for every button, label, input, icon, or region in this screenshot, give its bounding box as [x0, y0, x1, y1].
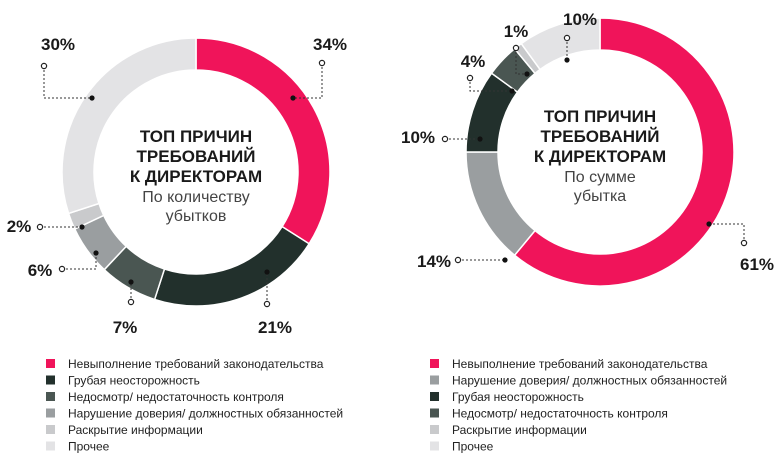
leader-line	[469, 78, 512, 92]
leader-end-dot	[509, 88, 515, 94]
leader-end-dot	[93, 250, 99, 256]
chart-subtitle-line: убытков	[166, 208, 227, 225]
leader-start-dot	[40, 62, 48, 70]
leader-start-dot	[512, 44, 520, 52]
leader-start-dot	[127, 298, 135, 306]
chart-title-line: ТОП ПРИЧИН	[140, 127, 252, 146]
legend-item: Недосмотр/ недостаточность контроля	[452, 407, 668, 421]
leader-end-dot	[524, 71, 530, 77]
legend-swatch	[46, 408, 55, 418]
leader-end-dot	[290, 95, 296, 101]
leader-start-dot	[58, 265, 66, 273]
legend-swatch	[430, 441, 439, 451]
leader-start-dot	[263, 300, 271, 308]
legend-item: Прочее	[68, 440, 110, 454]
legend-swatch	[46, 392, 55, 401]
legend-swatch	[430, 408, 439, 418]
legend-item: Нарушение доверия/ должностных обязаннос…	[68, 407, 343, 421]
chart-subtitle-line: По количеству	[142, 189, 250, 206]
data-label: 6%	[28, 261, 53, 280]
data-label: 14%	[417, 252, 451, 271]
chart-subtitle-line: убытка	[574, 188, 627, 205]
leader-start-dot	[36, 223, 44, 231]
leader-line	[43, 66, 92, 99]
leader-end-dot	[706, 221, 712, 227]
legend-swatch	[46, 425, 55, 434]
legend-item: Невыполнение требований законодательства	[68, 357, 324, 371]
donut-slice	[61, 37, 197, 215]
legend-swatch	[46, 359, 55, 368]
leader-end-dot	[564, 57, 570, 63]
leader-end-dot	[89, 95, 95, 101]
legend-swatch	[46, 441, 55, 451]
data-label: 4%	[461, 52, 486, 71]
leader-start-dot	[441, 135, 449, 143]
leader-start-dot	[563, 34, 571, 42]
legend-item: Грубая неосторожность	[452, 390, 584, 404]
leader-line	[709, 223, 745, 243]
legend-swatch	[430, 359, 439, 368]
donut-slice	[153, 225, 311, 307]
leader-end-dot	[79, 224, 85, 230]
donut-slice	[520, 17, 601, 71]
leader-start-dot	[740, 239, 748, 247]
legend-swatch	[430, 375, 439, 385]
legend-item: Нарушение доверия/ должностных обязаннос…	[452, 374, 727, 388]
legend-item: Прочее	[452, 440, 494, 454]
data-label: 34%	[313, 35, 347, 54]
legend-item: Невыполнение требований законодательства	[452, 357, 708, 371]
data-label: 30%	[41, 35, 75, 54]
legend-swatch	[46, 375, 55, 385]
legend-item: Недосмотр/ недостаточность контроля	[68, 390, 284, 404]
legend-item: Раскрытие информации	[68, 423, 203, 437]
chart-title-line: К ДИРЕКТОРАМ	[130, 167, 262, 186]
legend-swatch	[430, 425, 439, 434]
chart-title-line: ТОП ПРИЧИН	[544, 107, 656, 126]
chart-title-line: ТРЕБОВАНИЙ	[137, 147, 256, 166]
leader-line	[62, 253, 97, 270]
data-label: 10%	[401, 128, 435, 147]
chart-title-line: ТРЕБОВАНИЙ	[541, 127, 660, 146]
donut-slice	[465, 151, 537, 257]
leader-line	[515, 48, 527, 75]
leader-end-dot	[502, 257, 508, 263]
leader-end-dot	[264, 269, 270, 275]
data-label: 10%	[563, 10, 597, 29]
donut-slice	[513, 17, 735, 287]
data-label: 7%	[113, 318, 138, 337]
legend-item: Грубая неосторожность	[68, 374, 200, 388]
leader-end-dot	[128, 279, 134, 285]
data-label: 61%	[740, 255, 774, 274]
legend-swatch	[430, 392, 439, 401]
data-label: 1%	[504, 22, 529, 41]
data-label: 21%	[258, 318, 292, 337]
leader-start-dot	[466, 74, 474, 82]
leader-start-dot	[454, 256, 462, 264]
data-label: 2%	[7, 217, 32, 236]
leader-start-dot	[318, 59, 326, 67]
chart-title-line: К ДИРЕКТОРАМ	[534, 147, 666, 166]
chart-subtitle-line: По сумме	[564, 169, 636, 186]
leader-end-dot	[477, 136, 483, 142]
legend-item: Раскрытие информации	[452, 423, 587, 437]
